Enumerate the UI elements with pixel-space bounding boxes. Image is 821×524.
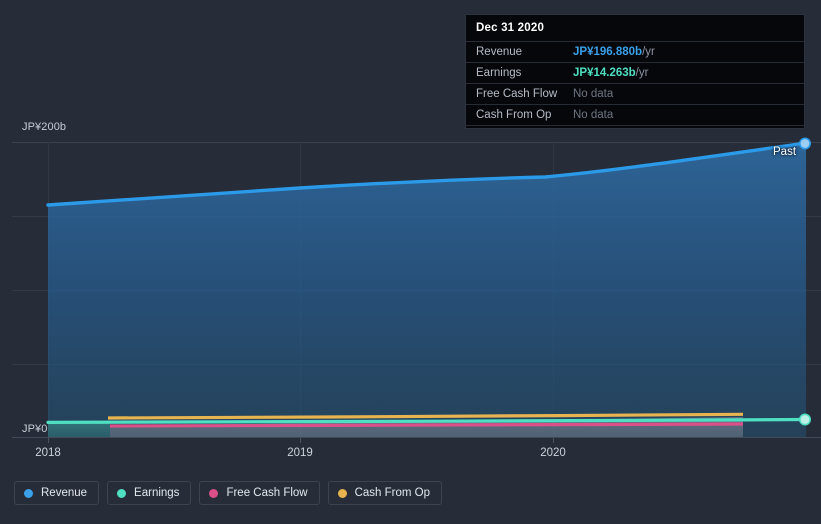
legend-item-revenue[interactable]: Revenue — [14, 481, 100, 505]
legend-item-free-cash-flow[interactable]: Free Cash Flow — [199, 481, 320, 505]
plot-area[interactable]: Past JP¥200b JP¥0 2018 2019 2020 — [0, 0, 821, 470]
tooltip-date: Dec 31 2020 — [476, 22, 545, 34]
tooltip-unit-earnings: /yr — [635, 67, 649, 79]
tooltip-amount-revenue: JP¥196.880b — [573, 46, 643, 58]
chart-legend: Revenue Earnings Free Cash Flow Cash Fro… — [14, 481, 443, 505]
y-axis-label-zero: JP¥0 — [22, 423, 48, 435]
legend-item-cash-from-op[interactable]: Cash From Op — [327, 481, 443, 505]
tooltip-row-revenue: Revenue JP¥196.880b/yr — [466, 41, 804, 62]
legend-item-earnings[interactable]: Earnings — [107, 481, 192, 505]
tooltip-key-earnings: Earnings — [476, 67, 522, 79]
tooltip-row-cash-from-op: Cash From Op No data — [466, 104, 804, 126]
series-layer — [46, 137, 811, 437]
data-tooltip: Dec 31 2020 Revenue JP¥196.880b/yr Earni… — [465, 14, 805, 129]
tooltip-key-free-cash-flow: Free Cash Flow — [476, 88, 558, 100]
tooltip-key-revenue: Revenue — [476, 46, 523, 58]
legend-dot-cash-from-op — [337, 488, 347, 498]
x-axis-label-2019: 2019 — [287, 447, 313, 459]
gridline-200b — [12, 142, 821, 143]
legend-dot-revenue — [24, 488, 33, 498]
legend-label-cash-from-op: Cash From Op — [354, 487, 431, 499]
tooltip-value-cash-from-op: No data — [573, 109, 614, 121]
earnings-endpoint-marker — [798, 413, 811, 426]
legend-label-revenue: Revenue — [41, 487, 88, 499]
tooltip-value-free-cash-flow: No data — [573, 88, 614, 100]
tooltip-amount-earnings: JP¥14.263b — [573, 67, 636, 79]
legend-dot-free-cash-flow — [209, 488, 219, 498]
y-axis-label-top: JP¥200b — [22, 121, 67, 133]
x-axis-label-2020: 2020 — [540, 447, 566, 459]
revenue-line — [46, 141, 808, 207]
legend-label-free-cash-flow: Free Cash Flow — [226, 487, 308, 499]
x-tick-2019 — [300, 438, 301, 443]
tooltip-value-earnings: JP¥14.263b/yr — [573, 67, 648, 79]
earnings-band-shading — [48, 422, 110, 437]
cash-from-op-line — [107, 412, 744, 420]
tooltip-row-earnings: Earnings JP¥14.263b/yr — [466, 62, 804, 83]
revenue-area — [48, 143, 806, 437]
tooltip-value-revenue: JP¥196.880b/yr — [573, 46, 655, 58]
tooltip-row-free-cash-flow: Free Cash Flow No data — [466, 83, 804, 104]
x-tick-2018 — [48, 438, 49, 443]
x-axis-label-2018: 2018 — [35, 447, 61, 459]
past-period-label: Past — [773, 146, 797, 158]
legend-dot-earnings — [117, 488, 127, 498]
legend-label-earnings: Earnings — [134, 487, 180, 499]
tooltip-key-cash-from-op: Cash From Op — [476, 109, 552, 121]
earnings-line — [46, 417, 807, 424]
x-tick-2020 — [553, 438, 554, 443]
gridline-zero — [12, 437, 821, 438]
free-cash-flow-line — [109, 422, 744, 428]
revenue-endpoint-marker — [798, 137, 811, 150]
tooltip-unit-revenue: /yr — [642, 46, 655, 58]
